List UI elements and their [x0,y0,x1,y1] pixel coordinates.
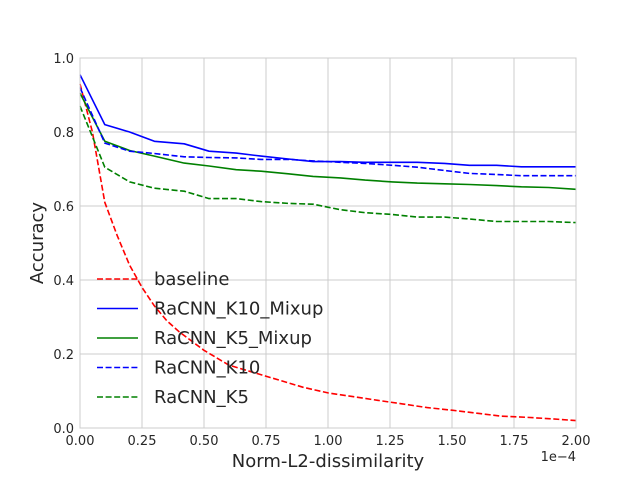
x-tick-label: 0.75 [252,434,281,449]
y-tick-label: 1.0 [53,52,74,67]
legend: baseline RaCNN_K10_Mixup RaCNN_K5_Mixup RaC… [97,269,323,408]
x-tick-label: 2.00 [562,434,591,449]
y-tick-label: 0.4 [53,274,74,289]
y-tick-label: 0.8 [53,126,74,141]
x-tick-label: 1.50 [438,434,467,449]
series-line-racnn-k10 [79,87,576,177]
y-tick-label: 0.0 [53,422,74,437]
y-tick-labels: 0.0 0.2 0.4 0.6 0.8 1.0 [53,52,74,437]
series-line-racnn-k5-mixup [79,92,577,191]
legend-label: RaCNN_K5_Mixup [154,328,312,349]
x-axis-label: Norm-L2-dissimilarity [232,451,425,472]
legend-label: RaCNN_K10_Mixup [154,299,323,320]
x-tick-label: 1.75 [500,434,529,449]
grid [79,57,577,429]
series-line-racnn-k5 [79,105,577,224]
y-tick-label: 0.6 [53,200,74,215]
legend-label: RaCNN_K5 [154,387,249,408]
x-offset-label: 1e−4 [541,450,576,465]
series-line-baseline [79,83,577,422]
x-tick-labels: 0.00 0.25 0.50 0.75 1.00 1.25 1.50 1.75 2.00 [66,434,591,449]
y-tick-label: 0.2 [53,348,74,363]
x-tick-label: 1.25 [376,434,405,449]
x-tick-label: 0.00 [66,434,95,449]
plot-frame [79,57,577,429]
legend-label: baseline [154,269,229,290]
legend-label: RaCNN_K10 [154,358,260,379]
series-layer [79,74,577,422]
y-axis-label: Accuracy [27,202,48,285]
x-tick-label: 1.00 [314,434,343,449]
x-tick-label: 0.50 [190,434,219,449]
x-tick-label: 0.25 [128,434,157,449]
